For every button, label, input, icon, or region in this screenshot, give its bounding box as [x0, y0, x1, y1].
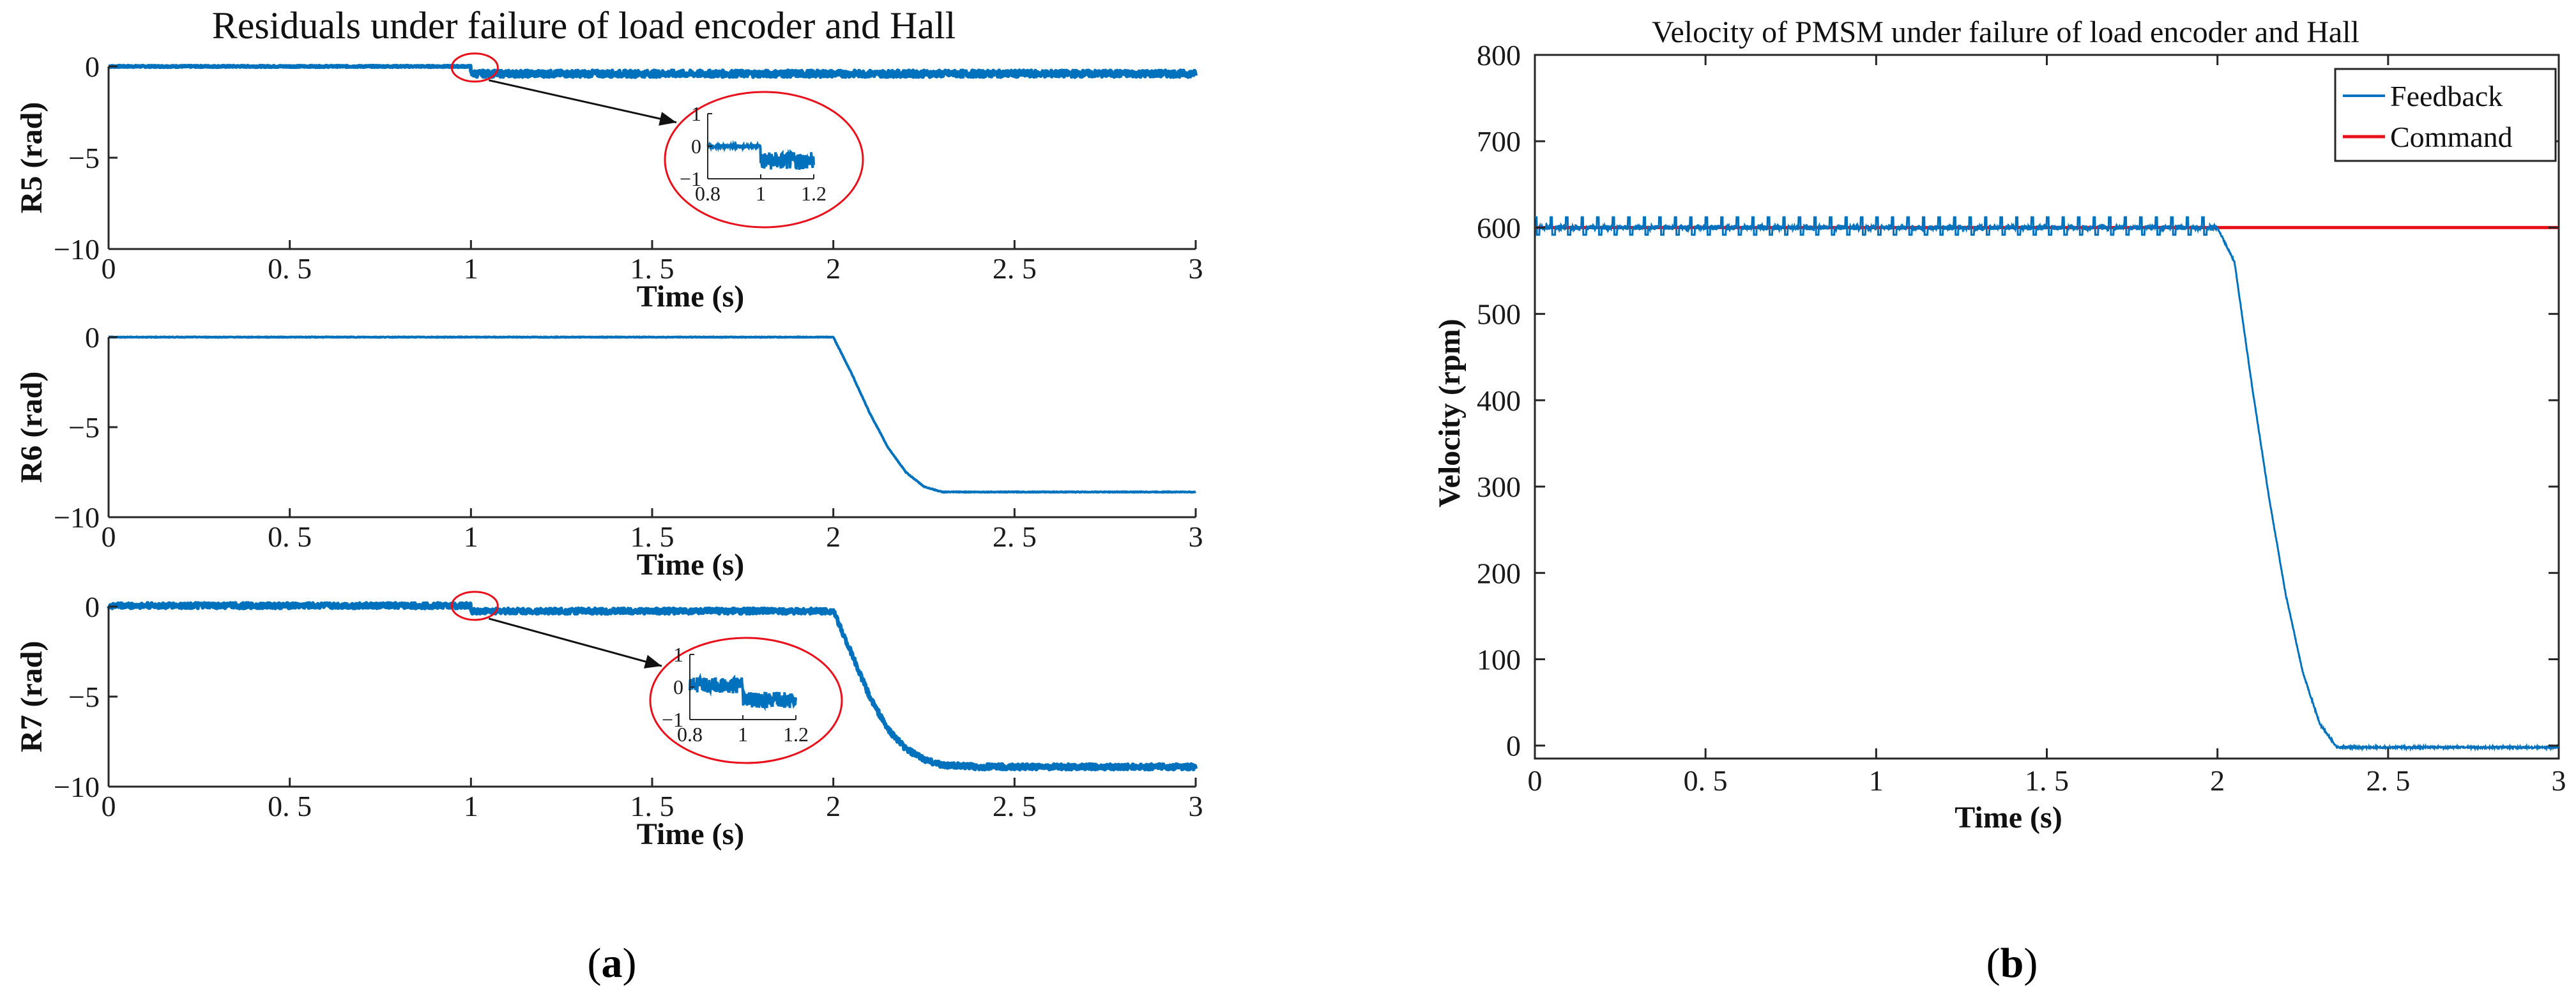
y-tick-label: 200	[1477, 557, 1521, 589]
x-axis-label: Time (s)	[637, 817, 744, 851]
x-axis-label: Time (s)	[637, 548, 744, 582]
series-line-feedback	[1535, 216, 2559, 752]
y-tick-label: 400	[1477, 384, 1521, 417]
zoom-marker-ellipse	[450, 52, 499, 83]
inset-y-tick-label: 0	[691, 135, 701, 158]
x-tick-label: 3	[1189, 790, 1203, 822]
y-axis-label: R5 (rad)	[15, 102, 49, 214]
x-tick-label: 3	[1189, 520, 1203, 553]
x-tick-label: 1. 5	[630, 520, 674, 553]
caption-a-close: )	[623, 940, 637, 986]
y-axis-label: Velocity (rpm)	[1433, 319, 1467, 507]
y-tick-label: 100	[1477, 644, 1521, 676]
inset-y-tick-label: 0	[673, 676, 683, 699]
zoom-inset-ellipse	[664, 91, 864, 229]
series-line-r6	[107, 335, 1197, 494]
y-tick-label: −10	[54, 771, 100, 803]
y-tick-label: 0	[85, 50, 100, 83]
inset-x-tick-label: 1	[738, 723, 748, 746]
y-tick-label: 0	[1506, 730, 1521, 762]
caption-a-open: (	[588, 940, 602, 986]
inset-x-tick-label: 1	[756, 182, 766, 205]
zoom-arrowhead	[659, 112, 676, 126]
y-tick-label: −10	[54, 501, 100, 534]
caption-a-letter: a	[602, 940, 623, 986]
inset-y-tick-label: 1	[691, 102, 701, 125]
x-tick-label: 2	[826, 520, 841, 553]
y-tick-label: 500	[1477, 298, 1521, 331]
velocity-chart: 0 0. 5 1 1. 5 2 2. 5 3 0 100 200 300 400 500 600 700 80…	[1433, 39, 2566, 835]
inset-x-tick-label: 1.2	[783, 723, 809, 746]
y-axis-label: R7 (rad)	[15, 641, 49, 753]
x-tick-label: 2	[2210, 764, 2225, 797]
x-tick-label: 0	[102, 790, 116, 822]
x-axis-label: Time (s)	[1955, 801, 2062, 835]
inset-x-tick-label: 0.8	[695, 182, 720, 205]
subplot-r6: 0 0. 5 1 1. 5 2 2. 5 3 0 −5 −10 Time (s) R6 (rad)	[15, 321, 1203, 582]
x-tick-label: 2. 5	[993, 790, 1037, 822]
y-tick-label: −5	[68, 142, 100, 174]
inset-y-tick-label: −1	[680, 167, 701, 190]
legend-label-feedback: Feedback	[2390, 80, 2503, 112]
zoom-arrow-line	[489, 79, 677, 124]
x-tick-label: 0. 5	[268, 790, 312, 822]
caption-b: (b)	[1986, 940, 2038, 986]
x-tick-label: 1	[464, 252, 478, 285]
x-tick-label: 1. 5	[630, 790, 674, 822]
caption-a: (a)	[588, 940, 637, 986]
inset-series-line	[706, 140, 815, 170]
x-tick-label: 2	[826, 790, 841, 822]
x-tick-label: 2. 5	[993, 252, 1037, 285]
y-tick-label: −5	[68, 411, 100, 444]
inset-series-line	[689, 672, 797, 712]
x-tick-label: 1	[1869, 764, 1884, 797]
y-tick-label: 800	[1477, 39, 1521, 72]
inset-y-tick-label: 1	[673, 643, 683, 666]
y-tick-label: 0	[85, 591, 100, 623]
caption-b-letter: b	[2001, 940, 2024, 986]
zoom-arrowhead	[644, 654, 662, 669]
inset-x-tick-label: 1.2	[801, 182, 827, 205]
zoom-inset-ellipse	[649, 637, 843, 764]
inset-y-tick-label: −1	[662, 708, 683, 731]
y-tick-label: 600	[1477, 211, 1521, 244]
legend-label-command: Command	[2390, 121, 2513, 153]
x-tick-label: 0	[102, 520, 116, 553]
caption-b-open: (	[1986, 940, 2001, 986]
y-tick-label: 700	[1477, 125, 1521, 158]
x-tick-label: 1	[464, 790, 478, 822]
legend-box	[2334, 68, 2557, 162]
panel-a-title: Residuals under failure of load encoder …	[212, 4, 956, 47]
x-tick-label: 0. 5	[268, 520, 312, 553]
y-tick-label: 300	[1477, 471, 1521, 503]
x-tick-label: 1	[464, 520, 478, 553]
x-tick-label: 1. 5	[630, 252, 674, 285]
series-line-r5	[107, 63, 1198, 79]
inset-x-tick-label: 0.8	[677, 723, 703, 746]
zoom-marker-ellipse	[450, 591, 499, 621]
x-tick-label: 1. 5	[2025, 764, 2069, 797]
x-tick-label: 2	[826, 252, 841, 285]
x-axis-label: Time (s)	[637, 280, 744, 314]
x-tick-label: 0. 5	[1684, 764, 1728, 797]
x-tick-label: 2. 5	[2366, 764, 2410, 797]
zoom-arrow-line	[488, 617, 662, 667]
caption-b-close: )	[2023, 940, 2038, 986]
panel-b-title: Velocity of PMSM under failure of load e…	[1652, 15, 2359, 49]
x-tick-label: 0	[102, 252, 116, 285]
series-line-r7	[107, 601, 1198, 772]
x-tick-label: 0	[1528, 764, 1543, 797]
x-tick-label: 3	[2552, 764, 2566, 797]
y-tick-label: −5	[68, 681, 100, 713]
y-axis-label: R6 (rad)	[15, 372, 49, 483]
x-tick-label: 0. 5	[268, 252, 312, 285]
x-tick-label: 3	[1189, 252, 1203, 285]
x-tick-label: 2. 5	[993, 520, 1037, 553]
y-tick-label: 0	[85, 321, 100, 354]
y-tick-label: −10	[54, 233, 100, 266]
